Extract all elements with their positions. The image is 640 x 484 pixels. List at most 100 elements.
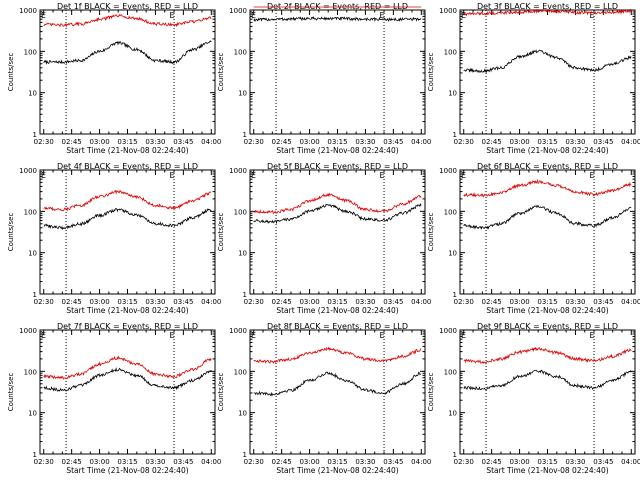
panel-det-3: Det 3f BLACK = Events, RED = LLD 1 10 100 10… xyxy=(427,2,640,155)
x-tick-label: 03:00 xyxy=(299,298,319,306)
x-tick-label: 03:15 xyxy=(327,458,347,466)
y-tick-label: 1 xyxy=(453,131,457,139)
x-tick-label: 02:45 xyxy=(272,298,292,306)
event-marker-label: E xyxy=(41,331,46,340)
panel-det-1: Det 1f BLACK = Events, RED = LLD 1 10 100 10… xyxy=(7,2,221,155)
x-tick-label: 03:15 xyxy=(117,138,137,146)
event-marker-label: E xyxy=(169,171,174,180)
lld-series-line xyxy=(463,346,632,364)
panel-det-9: Det 9f BLACK = Events, RED = LLD 1 10 100 10… xyxy=(427,322,640,475)
x-axis-label: Start Time (21-Nov-08 02:24:40) xyxy=(66,466,188,475)
y-tick-label: 100 xyxy=(234,208,247,216)
x-tick-label: 03:00 xyxy=(89,298,109,306)
event-marker-label: E xyxy=(251,11,256,20)
x-tick-label: 03:30 xyxy=(145,138,165,146)
panel-det-6: Det 6f BLACK = Events, RED = LLD 1 10 100 10… xyxy=(427,162,640,315)
lld-series-line xyxy=(463,178,632,198)
event-marker-label: E xyxy=(379,171,384,180)
y-axis-label: Counts/sec xyxy=(217,53,225,92)
panel-det-2: Det 2f BLACK = Events, RED = LLD 1 10 100 10… xyxy=(217,2,431,155)
panel-det-7: Det 7f BLACK = Events, RED = LLD 1 10 100 10… xyxy=(7,322,221,475)
x-tick-label: 03:15 xyxy=(327,138,347,146)
y-tick-label: 10 xyxy=(238,90,247,98)
event-marker-label: E xyxy=(589,331,594,340)
x-tick-label: 03:15 xyxy=(537,298,557,306)
lld-series-line xyxy=(253,346,422,364)
x-tick-label: 03:00 xyxy=(299,458,319,466)
y-tick-label: 100 xyxy=(24,48,37,56)
y-tick-label: 1 xyxy=(33,131,37,139)
panel-title: Det 3f BLACK = Events, RED = LLD xyxy=(477,2,618,11)
events-series-line xyxy=(43,366,212,392)
panel-title: Det 2f BLACK = Events, RED = LLD xyxy=(267,2,408,11)
x-tick-label: 03:15 xyxy=(537,458,557,466)
x-tick-label: 03:15 xyxy=(327,298,347,306)
x-tick-label: 02:45 xyxy=(272,138,292,146)
x-tick-label: 02:45 xyxy=(62,138,82,146)
event-marker-label: E xyxy=(251,171,256,180)
x-tick-label: 02:30 xyxy=(34,138,54,146)
panel-title: Det 9f BLACK = Events, RED = LLD xyxy=(477,322,618,331)
x-tick-label: 03:30 xyxy=(355,138,375,146)
lld-series-line xyxy=(43,355,212,380)
x-tick-label: 04:00 xyxy=(621,458,640,466)
panel-title: Det 7f BLACK = Events, RED = LLD xyxy=(57,322,198,331)
events-series-line xyxy=(463,369,632,391)
y-tick-label: 10 xyxy=(238,250,247,258)
y-axis-label: Counts/sec xyxy=(427,213,435,252)
x-tick-label: 02:45 xyxy=(482,138,502,146)
event-marker-label: E xyxy=(41,11,46,20)
x-tick-label: 03:00 xyxy=(509,458,529,466)
events-series-line xyxy=(253,16,422,23)
y-tick-label: 1 xyxy=(243,291,247,299)
y-axis-label: Counts/sec xyxy=(7,373,15,412)
x-tick-label: 04:00 xyxy=(201,298,221,306)
event-marker-label: E xyxy=(169,331,174,340)
y-tick-label: 1000 xyxy=(19,167,37,175)
y-tick-label: 100 xyxy=(444,368,457,376)
panel-det-4: Det 4f BLACK = Events, RED = LLD 1 10 100 10… xyxy=(7,162,221,315)
y-tick-label: 1000 xyxy=(19,327,37,335)
x-tick-label: 02:30 xyxy=(34,298,54,306)
x-axis-label: Start Time (21-Nov-08 02:24:40) xyxy=(276,466,398,475)
x-tick-label: 04:00 xyxy=(411,298,431,306)
y-tick-label: 10 xyxy=(448,90,457,98)
y-tick-label: 1 xyxy=(33,291,37,299)
y-tick-label: 10 xyxy=(28,90,37,98)
y-tick-label: 1000 xyxy=(439,327,457,335)
x-tick-label: 03:45 xyxy=(173,458,193,466)
event-marker-label: E xyxy=(461,11,466,20)
y-tick-label: 100 xyxy=(234,368,247,376)
y-tick-label: 10 xyxy=(238,410,247,418)
x-axis-label: Start Time (21-Nov-08 02:24:40) xyxy=(276,306,398,315)
x-axis-label: Start Time (21-Nov-08 02:24:40) xyxy=(66,146,188,155)
y-tick-label: 1 xyxy=(33,451,37,459)
y-tick-label: 1000 xyxy=(439,167,457,175)
x-tick-label: 03:30 xyxy=(355,298,375,306)
event-marker-label: E xyxy=(589,11,594,20)
x-tick-label: 03:45 xyxy=(593,138,613,146)
x-tick-label: 03:00 xyxy=(89,458,109,466)
x-tick-label: 02:45 xyxy=(272,458,292,466)
x-tick-label: 03:30 xyxy=(145,458,165,466)
panel-title: Det 5f BLACK = Events, RED = LLD xyxy=(267,162,408,171)
y-axis-label: Counts/sec xyxy=(427,373,435,412)
x-tick-label: 03:30 xyxy=(565,138,585,146)
y-tick-label: 1 xyxy=(453,291,457,299)
y-tick-label: 100 xyxy=(444,48,457,56)
y-axis-label: Counts/sec xyxy=(217,213,225,252)
x-tick-label: 04:00 xyxy=(201,138,221,146)
x-tick-label: 04:00 xyxy=(411,458,431,466)
events-series-line xyxy=(463,49,632,74)
events-series-line xyxy=(463,204,632,230)
x-tick-label: 02:45 xyxy=(62,458,82,466)
event-marker-label: E xyxy=(379,331,384,340)
y-tick-label: 1000 xyxy=(229,167,247,175)
panel-det-8: Det 8f BLACK = Events, RED = LLD 1 10 100 10… xyxy=(217,322,431,475)
lld-series-line xyxy=(463,8,632,17)
x-tick-label: 03:00 xyxy=(299,138,319,146)
x-tick-label: 02:30 xyxy=(244,298,264,306)
x-tick-label: 03:45 xyxy=(383,138,403,146)
y-tick-label: 10 xyxy=(448,410,457,418)
